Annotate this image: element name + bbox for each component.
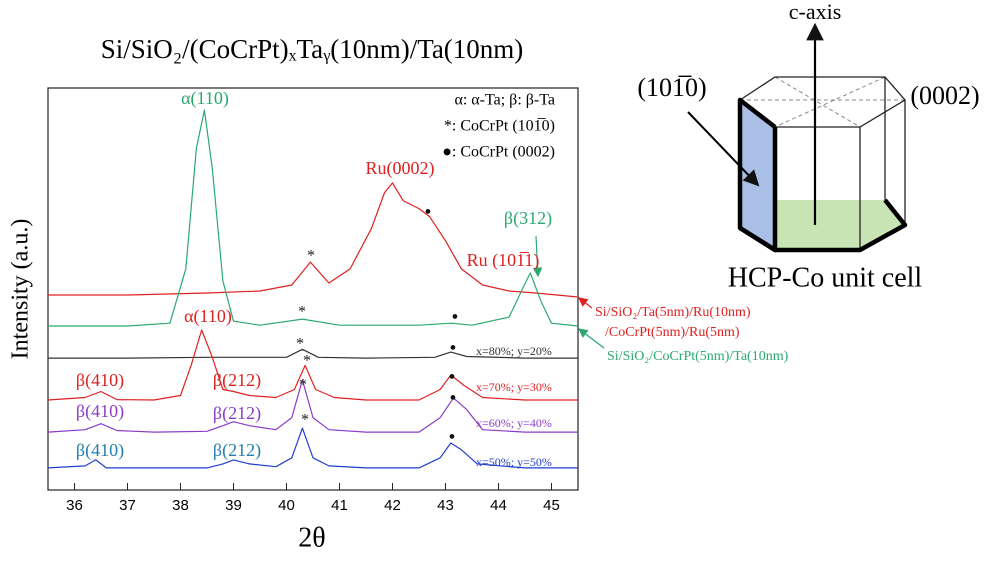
x-tick-label: 42 [384,497,401,514]
annotation: β(312) [504,208,552,229]
basal-plane [740,200,905,250]
annotation: * [299,377,307,394]
annotation: α(110) [181,88,229,109]
series-line [47,329,578,401]
series-line [48,182,579,298]
series-label: x=80%; y=20% [476,344,552,358]
x-tick-label: 45 [543,497,560,514]
label-arrow [578,297,593,309]
annotation: β(410) [76,401,124,422]
series-label: x=70%; y=30% [476,380,552,394]
series-line [48,109,579,327]
x-tick-label: 44 [490,497,507,514]
annotation: Ru(0002) [366,158,435,179]
chart-title: Si/SiO₂/(CoCrPt)ₓTaᵧ(10nm)/Ta(10nm) [101,34,524,64]
note: α: α-Ta; β: β-Ta [454,92,555,109]
annotation: Ru (101̅1) [467,250,540,271]
series-label: x=50%; y=50% [476,455,552,469]
x-tick-label: 38 [172,497,189,514]
x-axis-label: 2θ [298,522,325,553]
series-line [47,379,578,433]
series-label: Si/SiO₂/Ta(5nm)/Ru(10nm) [595,305,751,320]
label-arrow [578,328,605,349]
annotation-arrow [532,235,543,278]
x-tick-label: 43 [437,497,454,514]
series-label: x=60%; y=40% [476,416,552,430]
inset-plane-label: (101̅0) [637,73,706,102]
series-label: /CoCrPt(5nm)/Ru(5nm) [605,325,740,340]
series-label: Si/SiO₂/CoCrPt(5nm)/Ta(10nm) [607,349,789,364]
annotation: β(212) [213,440,261,461]
annotation: ● [425,206,432,218]
x-tick-label: 36 [66,497,83,514]
annotation: β(410) [76,370,124,391]
x-tick-label: 39 [225,497,242,514]
hcp-unit-cell [687,22,908,253]
x-tick-label: 40 [278,497,295,514]
series-line [47,427,578,469]
note: *: CoCrPt (101̅0) [444,118,555,135]
plot-frame [47,87,579,491]
annotation: * [296,336,304,353]
inset-caption: HCP-Co unit cell [728,262,923,293]
annotation: * [303,353,311,370]
annotation: β(410) [76,440,124,461]
annotation: ● [452,311,459,323]
inset-plane-label: (0002) [910,81,979,110]
annotation: β(212) [213,370,261,391]
inset-axis-label: c-axis [789,0,842,24]
y-axis-label: Intensity (a.u.) [8,219,34,360]
annotation: β(212) [213,403,261,424]
note: ●: CoCrPt (0002) [442,144,555,161]
x-tick-label: 37 [119,497,136,514]
x-tick-label: 41 [331,497,348,514]
annotation: * [301,412,309,429]
annotation: α(110) [184,306,232,327]
annotation: * [298,304,306,321]
annotation: ● [449,371,456,383]
annotation: ● [449,431,456,443]
annotation: ● [450,342,457,354]
annotation: ● [450,392,457,404]
annotation: * [307,248,315,265]
